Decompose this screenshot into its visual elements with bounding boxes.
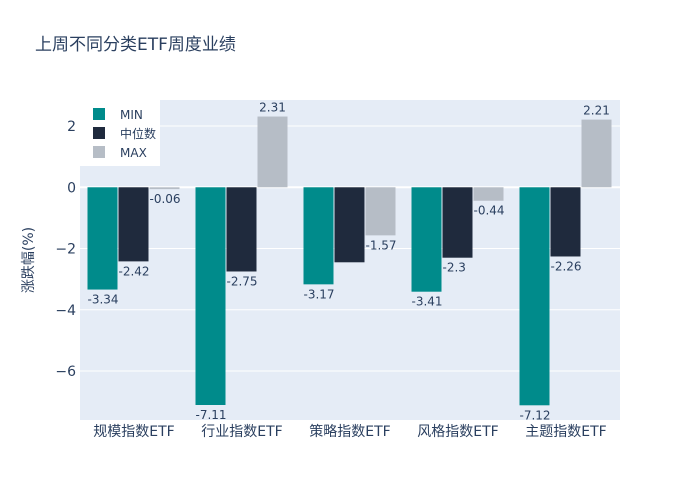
data-label: -3.41: [412, 295, 443, 309]
bar-min: [303, 187, 334, 285]
x-tick-label: 行业指数ETF: [201, 424, 282, 440]
y-tick-label: −2: [55, 242, 76, 258]
bar-中位数: [118, 187, 149, 262]
bar-min: [87, 187, 118, 290]
bar-max: [149, 187, 180, 190]
legend: MIN 中位数 MAX: [80, 100, 160, 166]
legend-label: MIN: [120, 108, 143, 122]
y-tick-label: 2: [67, 119, 76, 135]
x-tick-label: 规模指数ETF: [93, 424, 174, 440]
bar-max: [365, 187, 396, 236]
data-label: -2.42: [119, 264, 150, 278]
data-label: -3.17: [304, 287, 335, 301]
data-label: -2.75: [227, 274, 258, 288]
data-label: -3.34: [88, 293, 119, 307]
chart-title: 上周不同分类ETF周度业绩: [35, 35, 236, 55]
bar-min: [195, 187, 226, 405]
legend-swatch: [93, 108, 105, 120]
data-label: -2.26: [551, 259, 582, 273]
data-labels: -3.34 -2.42 -0.06 -7.11 -2.75 2.31 -3.17 -1.57 -…: [88, 101, 610, 423]
x-tick-label: 风格指数ETF: [417, 424, 498, 440]
legend-swatch: [93, 146, 105, 158]
bar-中位数: [442, 187, 473, 258]
bar-中位数: [334, 187, 365, 263]
bar-min: [519, 187, 550, 406]
legend-label: MAX: [120, 146, 147, 160]
legend-swatch: [93, 127, 105, 139]
data-label: 2.21: [583, 104, 610, 118]
bar-中位数: [226, 187, 257, 272]
data-label: -7.11: [196, 408, 227, 422]
y-tick-label: −6: [55, 364, 76, 380]
y-axis-ticks: 2 0 −2 −4 −6: [55, 119, 76, 380]
legend-label: 中位数: [120, 126, 156, 141]
y-tick-label: 0: [67, 180, 76, 196]
data-label: -1.57: [366, 238, 397, 252]
data-label: -7.12: [520, 408, 551, 422]
data-label: 2.31: [259, 101, 286, 115]
bar-max: [581, 119, 612, 188]
x-tick-label: 主题指数ETF: [525, 424, 606, 440]
data-label: -0.06: [150, 192, 181, 206]
data-label: -2.3: [443, 261, 466, 275]
y-axis-title: 涨跌幅(%): [21, 227, 37, 293]
y-tick-label: −4: [55, 303, 76, 319]
bars: [87, 116, 612, 406]
bar-max: [473, 187, 504, 201]
bar-min: [411, 187, 442, 292]
x-axis-ticks: 规模指数ETF 行业指数ETF 策略指数ETF 风格指数ETF 主题指数ETF: [93, 423, 606, 440]
bar-中位数: [550, 187, 581, 257]
data-label: -0.44: [474, 204, 505, 218]
x-tick-label: 策略指数ETF: [309, 423, 390, 440]
bar-max: [257, 116, 288, 188]
